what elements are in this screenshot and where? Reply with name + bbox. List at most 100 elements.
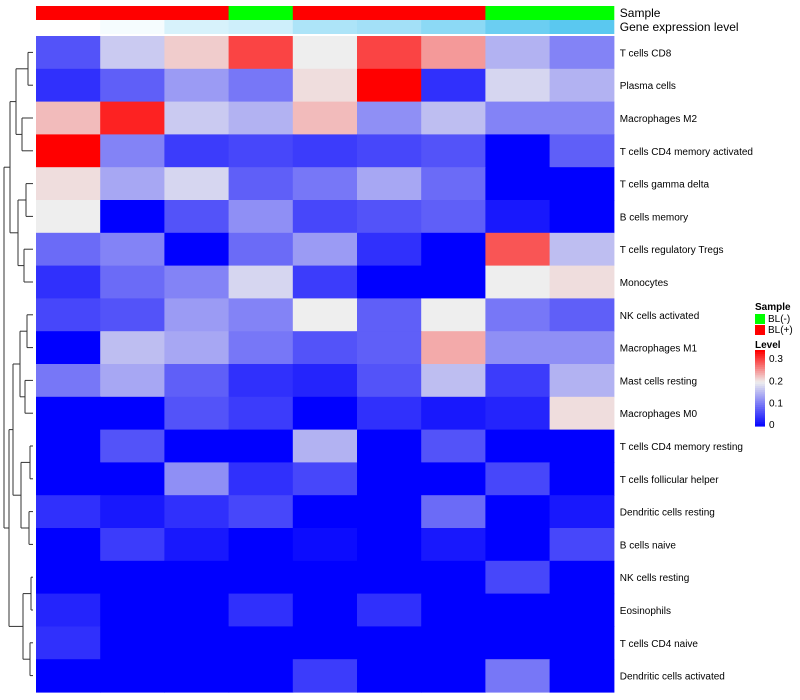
heatmap-cell	[228, 495, 294, 529]
expression-annotation-cell	[36, 20, 101, 34]
heatmap-cell	[100, 626, 165, 660]
legend-level-gradient	[755, 418, 765, 421]
legend-level-gradient	[755, 407, 765, 410]
heatmap-cell	[100, 298, 165, 332]
heatmap-cell	[549, 462, 615, 496]
heatmap-cell	[36, 232, 101, 267]
heatmap-cell	[228, 593, 294, 627]
heatmap-cell	[164, 560, 230, 595]
heatmap-cell	[357, 298, 422, 332]
heatmap-cell	[100, 167, 165, 201]
legend-level-gradient	[755, 380, 765, 383]
heatmap-cell	[421, 462, 486, 496]
heatmap-cell	[357, 560, 422, 595]
expression-annotation-cell	[485, 20, 551, 34]
heatmap-cell	[549, 331, 615, 365]
heatmap-cell	[228, 36, 294, 70]
heatmap-cell	[36, 167, 101, 201]
heatmap-cell	[36, 560, 101, 595]
heatmap-cell	[36, 593, 101, 627]
heatmap-cell	[549, 134, 615, 168]
heatmap-cell	[292, 364, 358, 398]
heatmap-cell	[164, 298, 230, 332]
heatmap-cell	[421, 298, 486, 332]
heatmap-cell	[549, 659, 615, 693]
heatmap-cell	[549, 200, 615, 234]
legend-level-title: Level	[755, 340, 781, 351]
heatmap-cell	[549, 101, 615, 135]
heatmap-cell	[357, 462, 422, 496]
heatmap-cell	[36, 659, 101, 693]
heatmap-cell	[100, 232, 165, 267]
heatmap-cell	[357, 396, 422, 431]
heatmap-cell	[421, 101, 486, 135]
heatmap-cell	[36, 298, 101, 332]
sample-annotation-cell	[357, 6, 422, 20]
heatmap-cell	[228, 331, 294, 365]
heatmap-cell	[357, 101, 422, 135]
expression-track-label: Gene expression level	[620, 20, 739, 34]
heatmap-cell	[292, 331, 358, 365]
heatmap-cell	[485, 68, 551, 103]
heatmap-cell	[549, 396, 615, 431]
heatmap-cell	[292, 396, 358, 431]
heatmap-cell	[357, 659, 422, 693]
expression-annotation-cell	[228, 20, 294, 34]
legend-level-gradient	[755, 369, 765, 372]
heatmap-cell	[292, 298, 358, 332]
heatmap-cell	[228, 134, 294, 168]
heatmap-cell	[357, 200, 422, 234]
heatmap-cell	[292, 528, 358, 562]
heatmap-cell	[228, 167, 294, 201]
legend-level-tick: 0.2	[769, 376, 783, 387]
legend-sample-label: BL(+)	[768, 325, 793, 336]
legend-level-tick: 0.1	[769, 399, 783, 410]
heatmap-cell	[100, 68, 165, 103]
heatmap-cell	[485, 364, 551, 398]
heatmap-cell	[100, 265, 165, 299]
heatmap-cell	[292, 200, 358, 234]
heatmap-cell	[421, 528, 486, 562]
heatmap-cell	[164, 364, 230, 398]
heatmap-cell	[36, 200, 101, 234]
heatmap-cell	[164, 331, 230, 365]
heatmap-cell	[228, 626, 294, 660]
legend-level-gradient	[755, 424, 765, 427]
legend-level-tick: 0.3	[769, 354, 783, 365]
heatmap-cell	[228, 396, 294, 431]
heatmap-cell	[485, 429, 551, 463]
legend-level-gradient	[755, 350, 765, 353]
legend-level-gradient	[755, 357, 765, 361]
legend-level-gradient	[755, 361, 765, 364]
row-label: Plasma cells	[620, 81, 676, 92]
legend-level-gradient	[755, 405, 765, 408]
heatmap-cell	[228, 232, 294, 267]
heatmap-cell	[549, 167, 615, 201]
sample-annotation-cell	[549, 6, 615, 20]
heatmap-cell	[357, 364, 422, 398]
row-label: Mast cells resting	[620, 376, 697, 387]
heatmap-cell	[357, 528, 422, 562]
heatmap-cell	[421, 396, 486, 431]
heatmap-cell	[36, 528, 101, 562]
heatmap-cell	[485, 528, 551, 562]
heatmap-cell	[36, 429, 101, 463]
heatmap-cell	[292, 626, 358, 660]
heatmap-cell	[549, 429, 615, 463]
heatmap-cell	[485, 626, 551, 660]
heatmap-cell	[36, 265, 101, 299]
heatmap-cell	[485, 659, 551, 693]
heatmap-cell	[36, 101, 101, 135]
heatmap-cell	[100, 560, 165, 595]
heatmap-cell	[292, 462, 358, 496]
heatmap-cell	[292, 659, 358, 693]
heatmap-cell	[36, 134, 101, 168]
row-label: T cells gamma delta	[620, 180, 710, 191]
heatmap-cell	[164, 101, 230, 135]
heatmap-cell	[292, 495, 358, 529]
heatmap-cell	[421, 560, 486, 595]
row-label: B cells naive	[620, 540, 677, 551]
row-label: Monocytes	[620, 278, 668, 289]
heatmap-cell	[421, 232, 486, 267]
